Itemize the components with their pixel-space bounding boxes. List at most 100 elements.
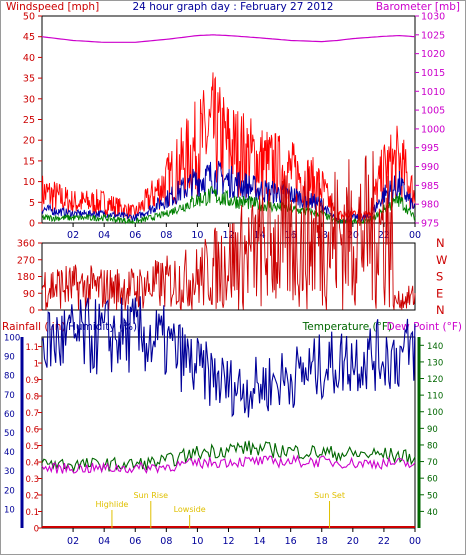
barometer-axis-label: Barometer [mb] [376, 1, 460, 13]
direction-degree-label: 180 [17, 272, 35, 283]
climate-axis-lines [20, 337, 421, 528]
rainfall-tick-label: 0.2 [25, 492, 39, 502]
humidity-tick-label: 30 [4, 467, 15, 477]
humidity-tick-label: 10 [4, 505, 15, 515]
temperature-tick-label: 100 [427, 408, 443, 418]
time-tick-label: 00 [409, 230, 421, 241]
time-tick-label: 04 [98, 230, 110, 241]
windspeed-tick-label: 0 [29, 219, 35, 230]
time-tick-label: 08 [160, 536, 172, 547]
dew-point-axis-label: Dew Point (°F) [387, 321, 462, 333]
barometer-tick-label: 1000 [421, 124, 445, 135]
direction-degree-label: 360 [17, 239, 35, 250]
compass-label: N [436, 236, 445, 250]
rainfall-tick-label: 0 [34, 525, 39, 535]
barometer-tick-label: 1010 [421, 87, 445, 98]
time-tick-label: 06 [129, 536, 141, 547]
climate-series [41, 296, 416, 528]
wind-baro-series [41, 34, 416, 225]
barometer-tick-label: 990 [421, 162, 439, 173]
humidity-tick-label: 20 [4, 486, 15, 496]
temperature-tick-label: 50 [427, 491, 438, 501]
barometer-tick-label: 975 [421, 219, 439, 230]
humidity-tick-label: 60 [4, 410, 15, 420]
time-tick-label: 08 [160, 230, 172, 241]
humidity-line [41, 296, 416, 418]
windspeed-tick-label: 40 [23, 53, 35, 64]
rainfall-tick-label: 0.3 [25, 475, 39, 485]
barometer-tick-label: 1020 [421, 49, 445, 60]
time-tick-label: 12 [222, 536, 234, 547]
time-tick-label: 00 [409, 536, 421, 547]
barometer-tick-label: 995 [421, 143, 439, 154]
temperature-axis-label: Temperature (°F) [302, 321, 392, 333]
windspeed-tick-label: 20 [23, 136, 35, 147]
temperature-tick-label: 70 [427, 458, 438, 468]
humidity-tick-labels: 10 20 30 40 50 60 70 80 90 100 [4, 334, 20, 516]
rainfall-tick-label: 0.9 [25, 376, 39, 386]
annotation-label: Sun Set [314, 491, 345, 500]
humidity-tick-label: 80 [4, 372, 15, 382]
humidity-tick-label: 70 [4, 391, 15, 401]
wind-direction-series [41, 151, 416, 311]
rainfall-tick-label: 0.5 [25, 442, 39, 452]
barometer-line [41, 34, 416, 43]
annotation-label: Sun Rise [133, 491, 168, 500]
humidity-tick-label: 40 [4, 448, 15, 458]
direction-degree-tick-labels: 0 90 180 270 360 [17, 239, 42, 317]
climate-time-tick-labels: 02 04 06 08 10 12 14 16 18 20 22 00 [67, 528, 421, 547]
windspeed-tick-label: 10 [23, 177, 35, 188]
rainfall-tick-label: 0.4 [25, 459, 39, 469]
rainfall-axis-label: Rainfall (.in) [2, 321, 65, 333]
temperature-tick-label: 110 [427, 392, 443, 402]
temperature-tick-label: 40 [427, 508, 438, 518]
direction-degree-label: 90 [23, 289, 35, 300]
temperature-tick-label: 90 [427, 425, 438, 435]
time-tick-label: 18 [316, 536, 328, 547]
annotation-label: Lowside [174, 505, 206, 514]
windspeed-line [41, 72, 416, 224]
compass-label: W [436, 253, 447, 267]
rainfall-tick-labels: 0 0.1 0.2 0.3 0.4 0.5 0.6 0.7 0.8 0.9 1 1.1 [25, 343, 42, 535]
time-tick-label: 10 [191, 536, 203, 547]
time-tick-label: 04 [98, 536, 110, 547]
wind-low-line [41, 185, 416, 225]
temperature-tick-label: 140 [427, 342, 443, 352]
wind-mid-line [41, 160, 416, 225]
humidity-tick-label: 50 [4, 429, 15, 439]
climate-annotations: Highlide Sun Rise Lowside Sun Set [96, 491, 345, 528]
temperature-tick-label: 120 [427, 375, 443, 385]
compass-label: S [436, 270, 443, 284]
climate-panel: Rainfall (.in) Humidity (%) Temperature … [2, 296, 462, 547]
time-tick-label: 02 [67, 230, 79, 241]
barometer-tick-label: 985 [421, 181, 439, 192]
barometer-tick-labels: 975 980 985 990 995 1000 1005 1010 1015 1020 1025 1… [415, 12, 445, 230]
rainfall-tick-label: 1 [34, 360, 39, 370]
rainfall-tick-label: 0.6 [25, 426, 39, 436]
graph-title: 24 hour graph day : February 27 2012 [133, 1, 334, 13]
time-tick-label: 22 [378, 230, 390, 241]
time-tick-label: 06 [129, 230, 141, 241]
time-tick-label: 20 [347, 536, 359, 547]
time-tick-label: 20 [347, 230, 359, 241]
time-tick-label: 12 [222, 230, 234, 241]
humidity-tick-label: 90 [4, 353, 15, 363]
barometer-tick-label: 980 [421, 200, 439, 211]
temperature-tick-labels: 40 50 60 70 80 90 100 110 120 130 140 [419, 342, 443, 518]
rainfall-tick-label: 1.1 [25, 343, 39, 353]
time-tick-label: 02 [67, 536, 79, 547]
rainfall-tick-label: 0.1 [25, 508, 39, 518]
temperature-tick-label: 60 [427, 475, 438, 485]
wind-direction-line [41, 151, 416, 311]
windspeed-tick-label: 45 [23, 32, 35, 43]
windspeed-tick-labels: 0 5 10 15 20 25 30 35 40 45 50 [23, 12, 42, 230]
windspeed-tick-label: 30 [23, 94, 35, 105]
windspeed-tick-label: 15 [23, 156, 35, 167]
dew-point-line [41, 454, 416, 474]
rainfall-tick-label: 0.7 [25, 409, 39, 419]
compass-label: E [436, 286, 443, 300]
